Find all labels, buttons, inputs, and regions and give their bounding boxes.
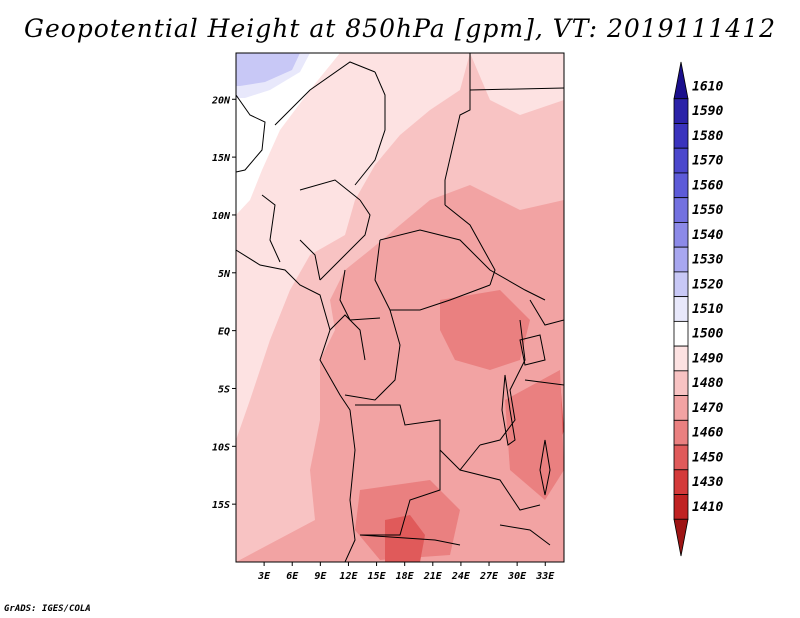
lon-tick-label: 12E xyxy=(339,571,358,582)
colorbar-segment xyxy=(673,395,689,421)
colorbar-label: 1610 xyxy=(692,79,723,94)
lon-tick-label: 27E xyxy=(479,571,499,582)
border-drc-east xyxy=(479,319,526,446)
lon-tick-label: 24E xyxy=(451,571,471,582)
border-burkina xyxy=(299,179,361,201)
field-1510 xyxy=(236,53,340,215)
border-west-africa-1 xyxy=(261,194,281,263)
field-1500 xyxy=(236,53,470,440)
lat-tick-label: 15S xyxy=(212,500,230,511)
border-mali-algeria xyxy=(274,61,376,126)
colorbar-label: 1560 xyxy=(692,178,723,193)
colorbar-segment xyxy=(673,246,689,273)
contour-field xyxy=(236,53,564,562)
longitude-axis: 3E 6E 9E 12E 15E 18E 21E 24E 27E 30E 33E xyxy=(257,562,555,582)
colorbar-label: 1430 xyxy=(692,475,723,490)
colorbar-segment xyxy=(673,222,689,248)
coastline-west xyxy=(236,94,266,173)
lake-tanganyika xyxy=(501,374,516,446)
colorbar-segment xyxy=(673,494,689,520)
border-congo-drc xyxy=(344,309,401,401)
colorbar-label: 1460 xyxy=(692,426,723,441)
border-tanzania xyxy=(524,379,564,386)
colorbar-label: 1550 xyxy=(692,203,723,218)
colorbar-segment xyxy=(673,271,689,298)
map-title: Geopotential Height at 850hPa [gpm], VT:… xyxy=(23,14,777,43)
coastline-gulf xyxy=(236,249,356,562)
lat-tick-label: 10N xyxy=(212,211,231,222)
colorbar-label: 1480 xyxy=(692,376,723,391)
border-nigeria xyxy=(319,199,371,281)
colorbar-segment xyxy=(673,469,689,495)
lon-tick-label: 3E xyxy=(257,571,271,582)
country-borders xyxy=(236,53,564,562)
lon-tick-label: 15E xyxy=(368,571,387,582)
border-gabon xyxy=(329,314,366,361)
border-zimbabwe xyxy=(499,524,551,546)
grads-credit: GrADS: IGES/COLA xyxy=(4,604,91,614)
lat-tick-label: EQ xyxy=(218,327,230,338)
colorbar-segment xyxy=(673,197,689,223)
lat-tick-label: 20N xyxy=(211,95,231,106)
border-car xyxy=(379,229,546,301)
colorbar-segment xyxy=(673,444,689,471)
border-sudan-east xyxy=(469,87,564,91)
colorbar-label: 1500 xyxy=(692,327,723,342)
colorbar-label: 1530 xyxy=(692,253,723,268)
border-west-africa-2 xyxy=(299,239,321,281)
border-zambia-east xyxy=(459,469,541,511)
colorbar-label: 1490 xyxy=(692,351,723,366)
colorbar-label: 1510 xyxy=(692,302,723,317)
colorbar-label: 1520 xyxy=(692,277,723,292)
colorbar-segment xyxy=(673,172,689,199)
lat-tick-label: 10S xyxy=(212,442,230,453)
lon-tick-label: 18E xyxy=(396,571,415,582)
border-angola-zambia xyxy=(360,450,441,536)
border-niger xyxy=(354,71,386,186)
lon-tick-label: 21E xyxy=(423,571,443,582)
field-1500-se xyxy=(470,53,564,115)
colorbar-segment xyxy=(673,98,689,124)
border-chad-sudan xyxy=(444,204,496,286)
field-1470-congo xyxy=(440,290,530,370)
colorbar-label: 1570 xyxy=(692,154,723,169)
colorbar-label: 1590 xyxy=(692,104,723,119)
colorbar-segment xyxy=(673,419,689,446)
lake-victoria xyxy=(519,334,546,366)
map-frame xyxy=(235,52,565,563)
lake-malawi xyxy=(539,439,551,496)
colorbar-label: 1540 xyxy=(692,228,723,243)
colorbar-segment xyxy=(673,320,689,347)
colorbar-label: 1580 xyxy=(692,129,723,144)
border-libya-chad xyxy=(444,53,471,205)
lon-tick-label: 6E xyxy=(286,571,299,582)
lat-tick-label: 5S xyxy=(218,384,230,395)
lon-tick-label: 9E xyxy=(314,571,327,582)
colorbar-segment xyxy=(673,61,689,100)
lat-tick-label: 5N xyxy=(218,269,231,280)
colorbar-label: 1450 xyxy=(692,450,723,465)
latitude-axis: 20N 15N 10N 5N EQ 5S 10S 15S xyxy=(211,95,236,511)
colorbar: 1610 1590 1580 1570 1560 1550 1540 1530 1520 1510… xyxy=(673,61,723,557)
border-cameroon xyxy=(339,269,381,321)
lat-tick-label: 15N xyxy=(212,153,231,164)
lon-tick-label: 30E xyxy=(507,571,527,582)
border-east-africa xyxy=(529,299,564,326)
lon-tick-label: 33E xyxy=(535,571,555,582)
colorbar-segment xyxy=(673,518,689,557)
colorbar-segment xyxy=(673,370,689,396)
colorbar-segment xyxy=(673,147,689,174)
colorbar-label: 1470 xyxy=(692,401,723,416)
field-1530 xyxy=(236,53,300,86)
colorbar-segment xyxy=(673,296,689,322)
border-namibia xyxy=(359,534,461,546)
colorbar-segment xyxy=(673,123,689,149)
colorbar-label: 1410 xyxy=(692,500,723,515)
border-car-south xyxy=(374,239,491,311)
colorbar-segment xyxy=(673,345,689,372)
